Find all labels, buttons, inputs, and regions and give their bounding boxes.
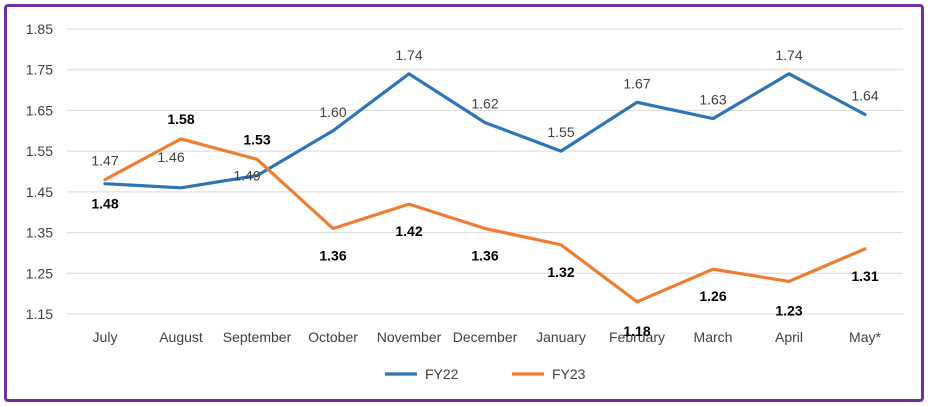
y-tick-label: 1.75 [26,62,53,78]
x-axis-labels: July August September October November Decemb… [93,329,882,345]
data-label-fy23: 1.31 [851,268,878,284]
data-label-fy22: 1.60 [319,104,346,120]
legend-label-fy23: FY23 [552,366,586,382]
x-tick-label: December [453,329,518,345]
data-label-fy22: 1.46 [157,149,184,165]
series-line-fy22 [103,72,867,190]
data-label-fy23: 1.23 [775,302,802,318]
x-tick-label: July [93,329,118,345]
data-label-fy22: 1.55 [547,124,574,140]
y-tick-label: 1.15 [26,306,53,322]
y-tick-label: 1.45 [26,184,53,200]
x-tick-label: January [536,329,586,345]
data-label-fy22: 1.67 [623,75,650,91]
data-label-fy22: 1.49 [233,168,260,184]
data-label-fy23: 1.32 [547,264,574,280]
x-tick-label: November [377,329,442,345]
x-tick-label: October [308,329,358,345]
data-label-fy23: 1.48 [91,196,118,212]
x-tick-label: September [223,329,292,345]
y-tick-label: 1.65 [26,102,53,118]
chart-frame: 1.85 1.75 1.65 1.55 1.45 1.35 1.25 1.15 July Aug… [4,4,924,402]
data-label-fy23: 1.26 [699,288,726,304]
x-tick-label: February [609,329,665,345]
y-tick-label: 1.55 [26,143,53,159]
x-tick-label: March [694,329,733,345]
data-label-fy23: 1.36 [319,248,346,264]
legend: FY22 FY23 [385,366,586,382]
y-axis-labels: 1.85 1.75 1.65 1.55 1.45 1.35 1.25 1.15 [26,21,53,322]
x-tick-label: August [159,329,203,345]
series-lines [103,72,867,304]
y-tick-label: 1.25 [26,265,53,281]
data-label-fy22: 1.74 [775,47,802,63]
data-label-fy22: 1.64 [851,88,878,104]
data-label-fy22: 1.63 [699,92,726,108]
y-tick-label: 1.85 [26,21,53,37]
y-tick-label: 1.35 [26,225,53,241]
data-label-fy23: 1.42 [395,223,422,239]
data-label-fy22: 1.62 [471,96,498,112]
data-label-fy22: 1.74 [395,47,422,63]
legend-label-fy22: FY22 [425,366,459,382]
data-label-fy23: 1.53 [243,131,270,147]
data-label-fy23: 1.18 [623,323,650,339]
data-label-fy23: 1.58 [167,111,194,127]
line-chart: 1.85 1.75 1.65 1.55 1.45 1.35 1.25 1.15 July Aug… [26,21,903,382]
x-tick-label: May* [849,329,881,345]
x-tick-label: April [775,329,803,345]
data-label-fy23: 1.36 [471,248,498,264]
data-label-fy22: 1.47 [91,153,118,169]
data-labels: 1.47 1.46 1.49 1.60 1.74 1.62 1.55 1.67 1.63 1.74… [91,47,878,339]
series-line-fy23 [103,137,867,304]
gridlines [67,28,903,315]
